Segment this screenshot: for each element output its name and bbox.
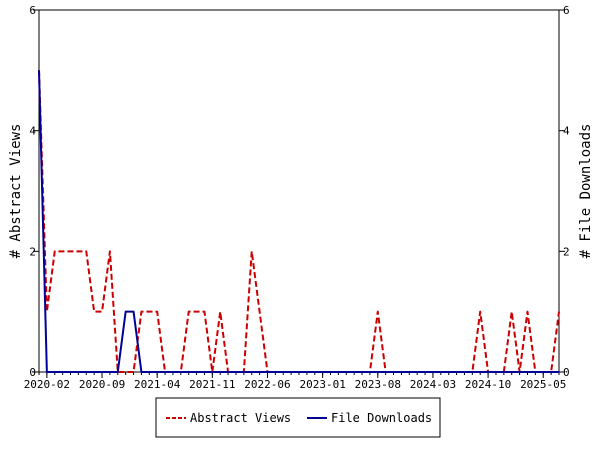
y-right-tick-label: 6 [563, 4, 570, 17]
x-tick-label: 2024-03 [410, 378, 456, 391]
y-right-tick-label: 0 [563, 366, 570, 379]
x-tick-label: 2023-08 [355, 378, 401, 391]
y-axes: 0 2 4 6 0 2 4 6 [29, 4, 570, 379]
y-left-tick-label: 0 [29, 366, 36, 379]
y-right-axis-title: # File Downloads [578, 124, 594, 259]
legend-label-file-downloads: File Downloads [331, 411, 432, 425]
y-left-tick-label: 2 [29, 245, 36, 258]
x-tick-label: 2020-02 [24, 378, 70, 391]
y-right-tick-label: 4 [563, 125, 570, 138]
x-tick-label: 2023-01 [299, 378, 345, 391]
y-left-tick-label: 6 [29, 4, 36, 17]
series-layer [38, 70, 560, 373]
x-tick-label: 2020-09 [79, 378, 125, 391]
x-tick-label: 2022-06 [244, 378, 290, 391]
y-left-axis-title: # Abstract Views [8, 124, 24, 259]
legend-box [155, 397, 441, 438]
x-tick-label: 2021-11 [189, 378, 235, 391]
x-tick-label: 2025-05 [520, 378, 566, 391]
series-line-file-downloads [38, 70, 559, 373]
legend: Abstract Views File Downloads [155, 397, 441, 438]
y-right-tick-label: 2 [563, 245, 570, 258]
y-left-tick-label: 4 [29, 125, 36, 138]
x-tick-label: 2021-04 [134, 378, 181, 391]
x-axis: 2020-02 2020-09 2021-04 2021-11 2022-06 2023-… [24, 372, 566, 391]
x-tick-label: 2024-10 [465, 378, 511, 391]
legend-label-abstract-views: Abstract Views [190, 411, 291, 425]
